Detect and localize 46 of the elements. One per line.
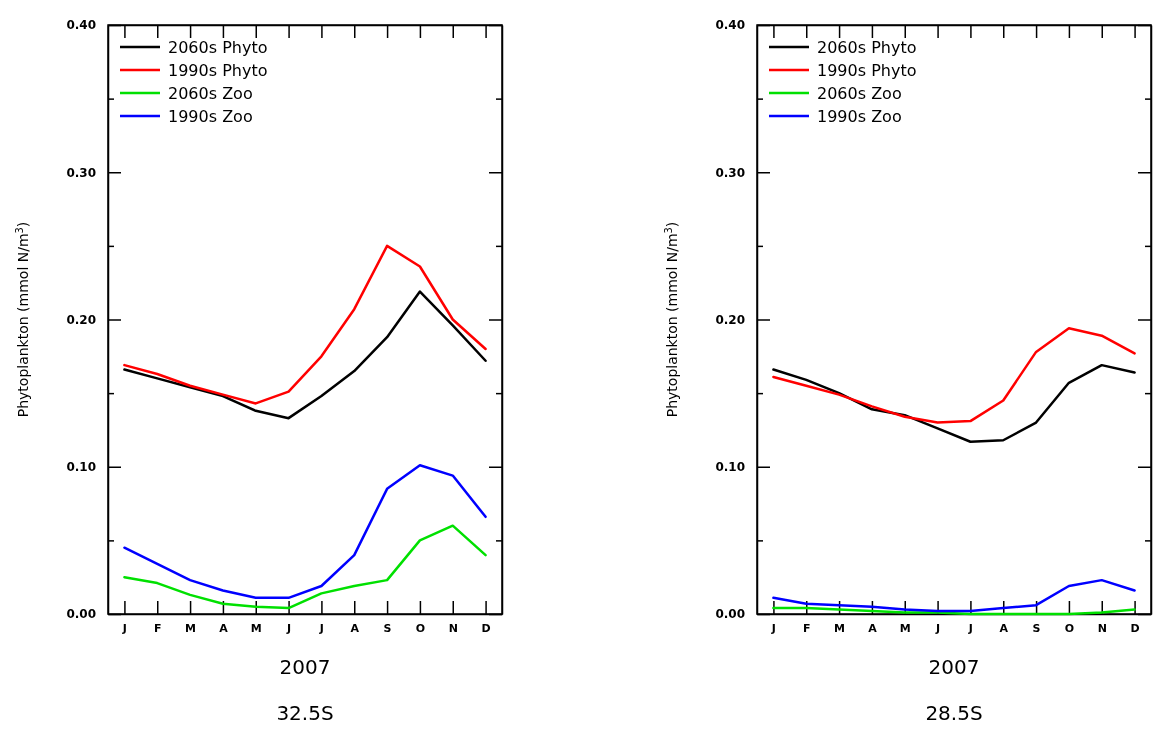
x-tick-label: S	[383, 621, 392, 635]
x-tick-label: A	[868, 621, 878, 635]
x-tick-label: M	[834, 621, 846, 635]
x-tick-label: O	[415, 621, 426, 635]
y-tick-label: 0.10	[66, 460, 96, 475]
x-tick-label: N	[448, 621, 458, 635]
x-tick-label: A	[350, 621, 360, 635]
y-tick-label: 0.30	[715, 165, 745, 180]
x-tick-label: N	[1097, 621, 1107, 635]
text: 28.5S	[925, 701, 983, 725]
x-tick-label: J	[967, 621, 973, 635]
x-tick-label: M	[185, 621, 197, 635]
legend-label: 2060s Phyto	[168, 38, 268, 57]
legend-label: 2060s Phyto	[817, 38, 917, 57]
x-tick-label: J	[286, 621, 292, 635]
y-tick-label: 0.40	[66, 18, 96, 33]
legend-label: 2060s Zoo	[168, 84, 253, 103]
legend-label: 2060s Zoo	[817, 84, 902, 103]
x-tick-label: J	[770, 621, 776, 635]
x-tick-label: A	[999, 621, 1009, 635]
x-tick-label: M	[899, 621, 911, 635]
y-tick-label: 0.00	[715, 607, 745, 622]
x-tick-label: J	[935, 621, 941, 635]
y-tick-label: 0.30	[66, 165, 96, 180]
x-axis-title: 2007	[279, 655, 331, 679]
legend-label: 1990s Zoo	[168, 107, 253, 126]
legend-label: 1990s Phyto	[817, 61, 917, 80]
y-tick-label: 0.10	[715, 460, 745, 475]
legend-label: 1990s Phyto	[168, 61, 268, 80]
x-tick-label: F	[802, 621, 811, 635]
x-tick-label: D	[481, 621, 491, 635]
x-tick-label: A	[219, 621, 229, 635]
x-tick-label: J	[121, 621, 127, 635]
x-tick-label: O	[1064, 621, 1075, 635]
x-tick-label: J	[318, 621, 324, 635]
y-tick-label: 0.00	[66, 607, 96, 622]
x-tick-label: F	[153, 621, 162, 635]
y-tick-label: 0.40	[715, 18, 745, 33]
x-tick-label: S	[1032, 621, 1041, 635]
y-tick-label: 0.20	[715, 312, 745, 327]
x-tick-label: M	[250, 621, 262, 635]
y-tick-label: 0.20	[66, 312, 96, 327]
x-tick-label: D	[1130, 621, 1140, 635]
legend-label: 1990s Zoo	[817, 107, 902, 126]
x-axis-title: 2007	[928, 655, 980, 679]
text: 32.5S	[276, 701, 334, 725]
